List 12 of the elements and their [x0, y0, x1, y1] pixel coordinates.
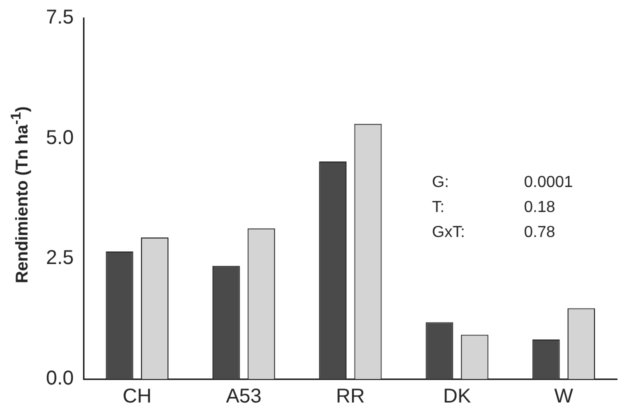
x-tick-label: A53 — [226, 386, 262, 408]
y-tick-label: 5.0 — [46, 126, 74, 149]
text: T: 0.18 — [432, 199, 556, 216]
x-tick-label: W — [554, 386, 574, 408]
text: G: 0.0001 — [432, 174, 573, 191]
x-tick-label: DK — [443, 386, 472, 408]
y-tick-label: 2.5 — [46, 247, 74, 270]
x-tick-label: RR — [336, 386, 365, 408]
y-tick-label: 0.0 — [46, 368, 74, 390]
y-tick-label: 7.5 — [46, 6, 74, 29]
x-tick-label: CH — [122, 386, 152, 408]
text: GxT: 0.78 — [432, 224, 556, 241]
